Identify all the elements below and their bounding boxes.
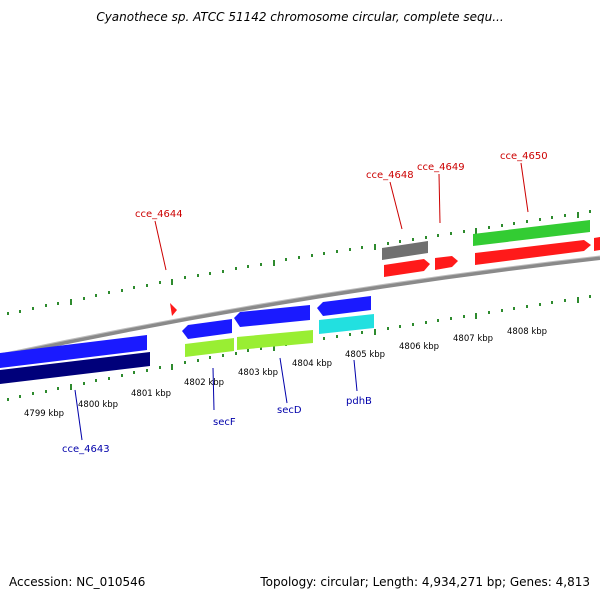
gene-label-cce-4644[interactable]: cce_4644 (135, 209, 183, 220)
scale-label-4806: 4806 kbp (399, 342, 439, 352)
gene-gray-cce-4648-region[interactable] (382, 241, 428, 260)
gene-red-cce-4649[interactable] (435, 256, 458, 270)
scale-label-4807: 4807 kbp (453, 334, 493, 344)
leader-secD (279, 357, 288, 404)
map-title: Cyanothece sp. ATCC 51142 chromosome cir… (96, 10, 504, 24)
scale-label-4800: 4800 kbp (78, 400, 118, 410)
gene-green-cce-4650[interactable] (473, 220, 590, 246)
leader-cce-4648 (389, 181, 403, 230)
gene-cyan-pdhB[interactable] (319, 314, 374, 334)
upper-tick-track (7, 210, 591, 315)
gene-blue-cce-4643[interactable] (0, 335, 147, 368)
scale-label-4805: 4805 kbp (345, 350, 385, 360)
gene-label-secD[interactable]: secD (277, 405, 302, 416)
gene-label-cce-4648[interactable]: cce_4648 (366, 170, 414, 181)
scale-label-4799: 4799 kbp (24, 409, 64, 419)
scale-label-4801: 4801 kbp (131, 389, 171, 399)
chromosome-backbone (0, 256, 600, 358)
gene-label-secF[interactable]: secF (213, 417, 236, 428)
leader-cce-4643 (74, 389, 83, 441)
topology-text: Topology: circular; Length: 4,934,271 bp… (260, 575, 590, 589)
gene-blue-pdhB[interactable] (317, 296, 371, 316)
gene-red-edge[interactable] (594, 237, 600, 251)
gene-lime-secD[interactable] (237, 330, 313, 350)
gene-red-cce-4650[interactable] (475, 240, 591, 265)
scale-label-4803: 4803 kbp (238, 368, 278, 378)
gene-label-pdhB[interactable]: pdhB (346, 396, 372, 407)
gene-label-cce-4649[interactable]: cce_4649 (417, 162, 465, 173)
red-marker (170, 303, 177, 316)
gene-blue-secD[interactable] (234, 305, 310, 327)
gene-label-cce-4643[interactable]: cce_4643 (62, 444, 110, 455)
leader-cce-4650 (520, 162, 529, 213)
leader-pdhB (353, 359, 358, 392)
gene-navy-cce-4643[interactable] (0, 352, 150, 384)
gene-blue-secF[interactable] (182, 319, 232, 339)
leader-secF (212, 367, 215, 411)
scale-label-4808: 4808 kbp (507, 327, 547, 337)
scale-label-4804: 4804 kbp (292, 359, 332, 369)
leader-cce-4644 (154, 220, 167, 271)
accession-text: Accession: NC_010546 (9, 575, 146, 589)
leader-cce-4649 (438, 173, 441, 224)
gene-red-cce-4648[interactable] (384, 259, 430, 277)
gene-label-cce-4650[interactable]: cce_4650 (500, 151, 548, 162)
scale-label-4802: 4802 kbp (184, 378, 224, 388)
gene-lime-secF[interactable] (185, 338, 234, 357)
